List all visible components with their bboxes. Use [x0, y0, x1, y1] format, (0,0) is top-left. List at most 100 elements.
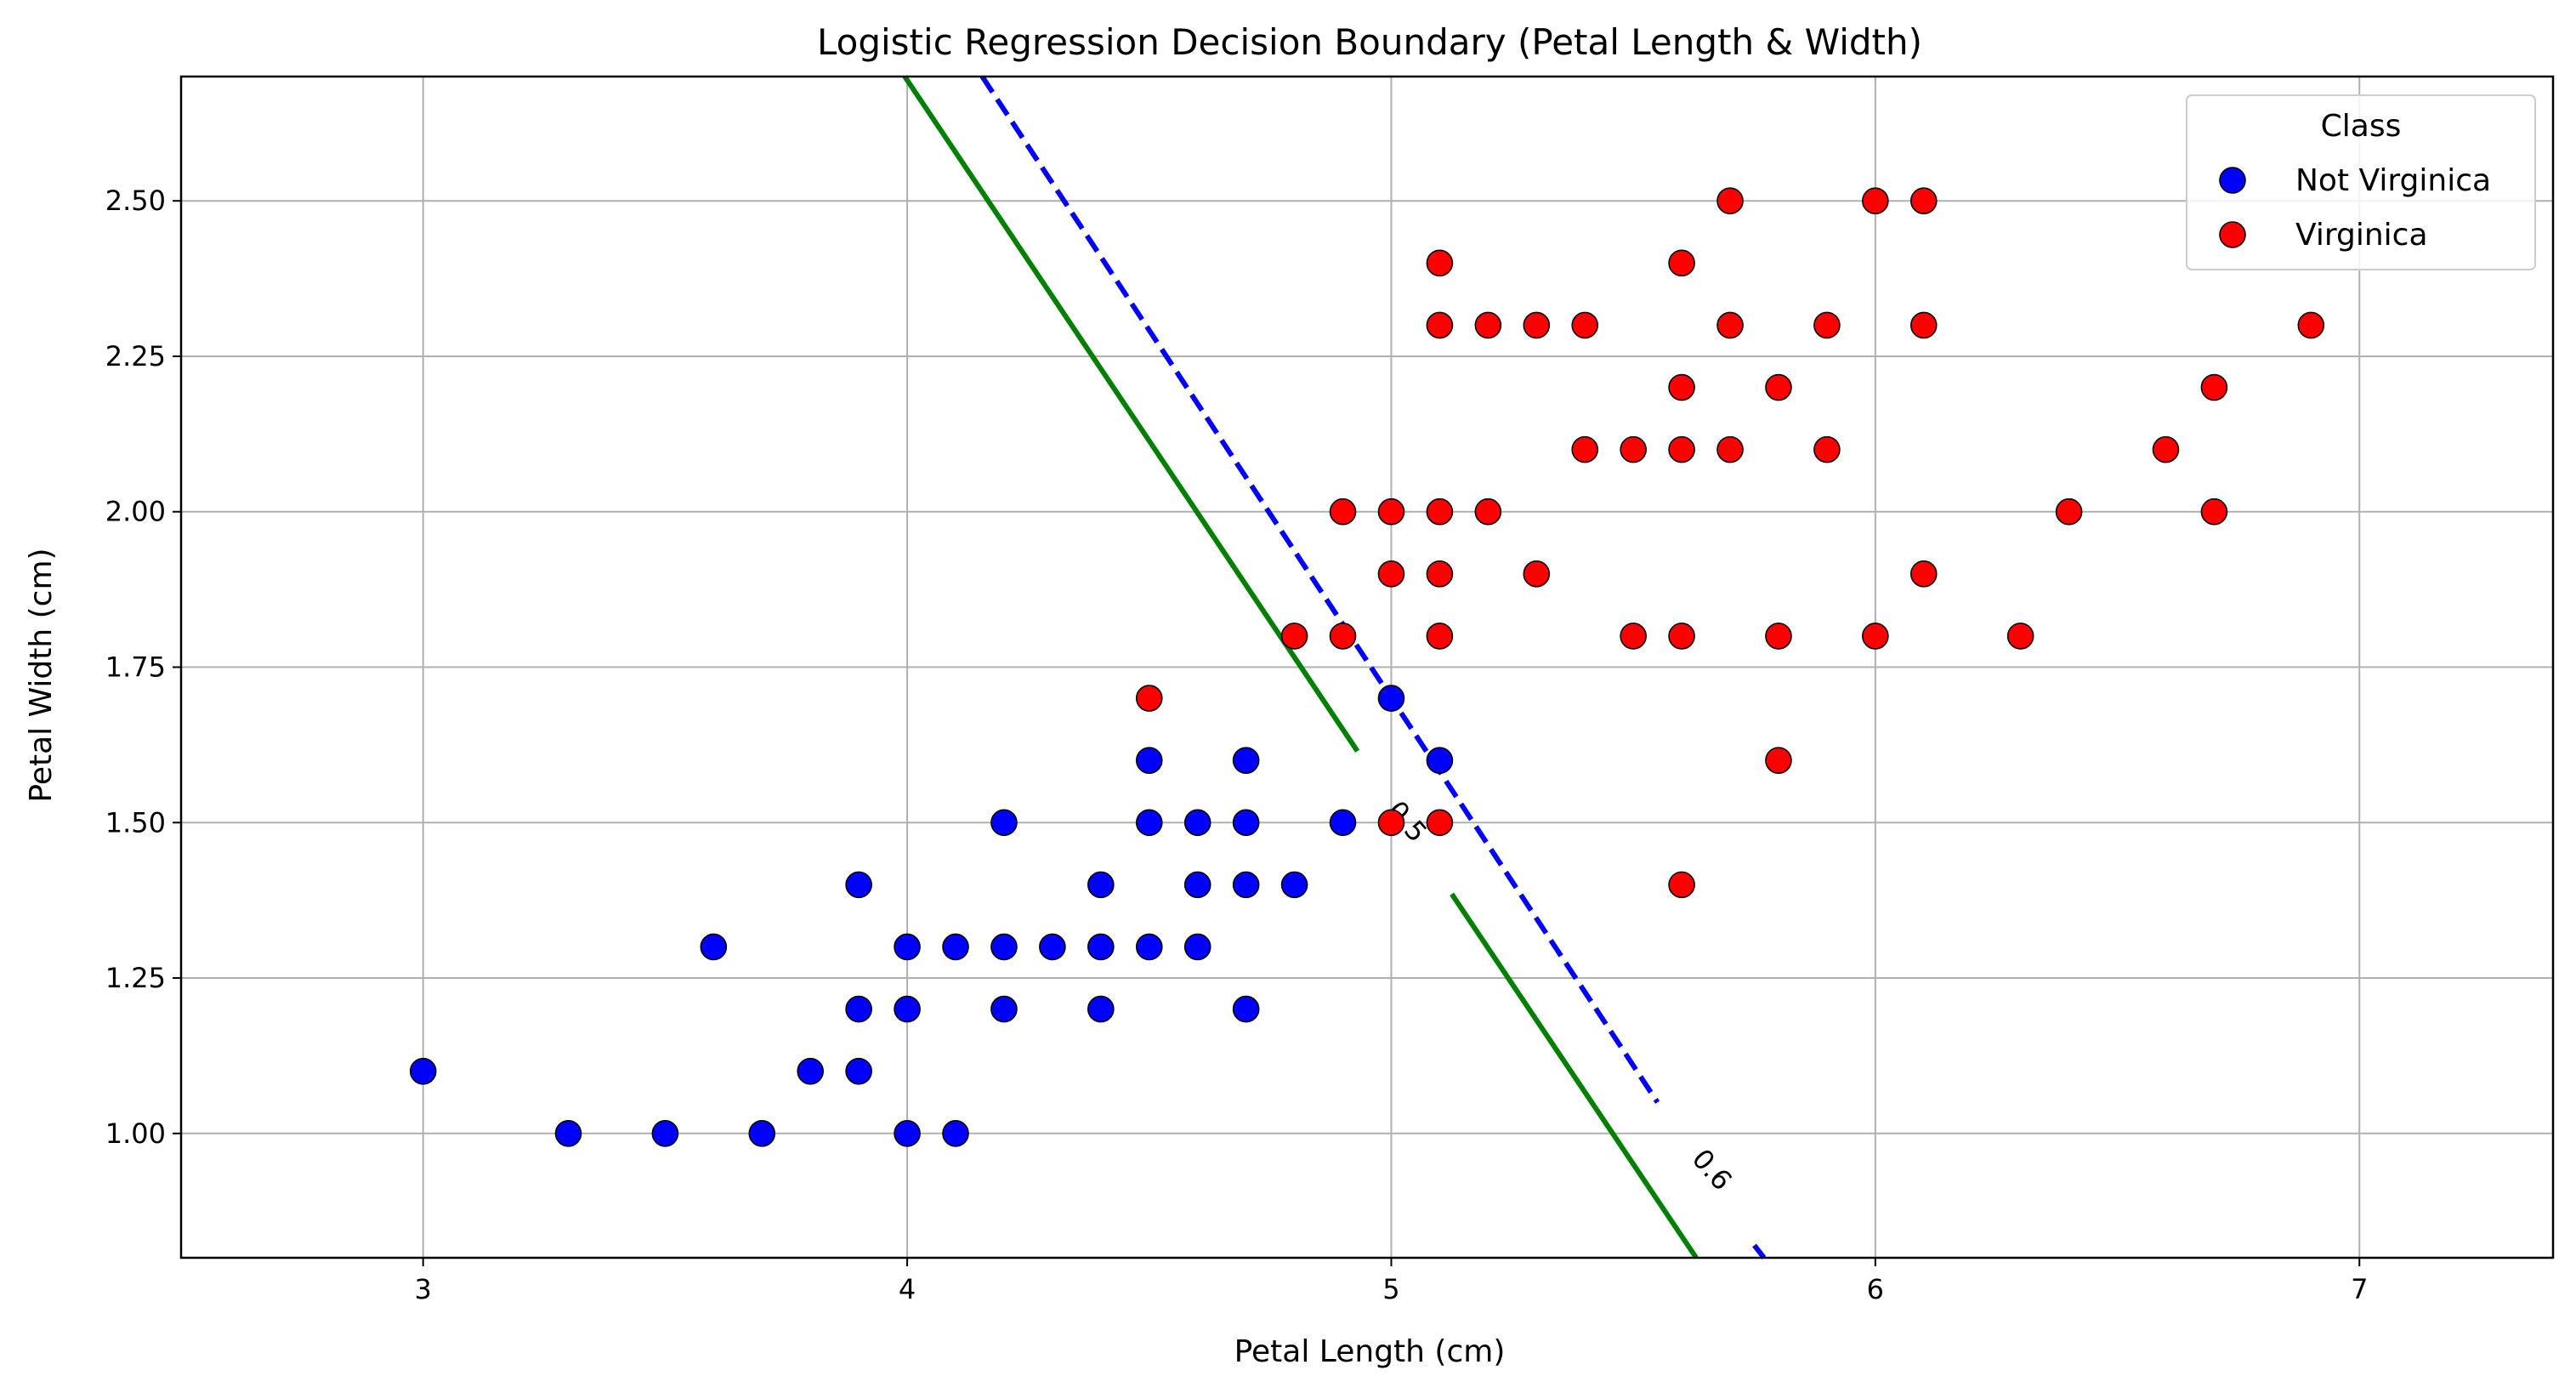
point-not-virginica: [1232, 871, 1260, 899]
point-virginica: [1765, 623, 1792, 650]
point-not-virginica: [797, 1057, 825, 1085]
y-tick-label: 2.00: [105, 496, 166, 528]
point-not-virginica: [1426, 747, 1454, 774]
point-not-virginica: [700, 933, 728, 961]
y-tick-label: 1.50: [105, 806, 166, 839]
point-virginica: [1523, 560, 1551, 588]
point-not-virginica: [1039, 933, 1066, 961]
point-virginica: [1426, 623, 1454, 650]
point-virginica: [1135, 685, 1163, 712]
legend-label-not-virginica: Not Virginica: [2295, 163, 2491, 198]
point-not-virginica: [1135, 933, 1163, 961]
point-not-virginica: [1087, 995, 1115, 1023]
point-virginica: [1329, 623, 1357, 650]
legend-box: [2186, 94, 2536, 270]
legend-label-virginica: Virginica: [2295, 218, 2428, 253]
point-virginica: [1377, 498, 1405, 526]
point-not-virginica: [748, 1119, 776, 1147]
point-not-virginica: [894, 933, 921, 961]
legend: Class Not Virginica Virginica: [2186, 94, 2536, 270]
point-virginica: [2055, 498, 2083, 526]
point-virginica: [1668, 871, 1695, 899]
contour-line-0-6: [1752, 1243, 1767, 1259]
point-virginica: [2200, 498, 2228, 526]
y-tick-label: 1.25: [105, 962, 166, 994]
point-virginica: [1571, 435, 1599, 463]
point-virginica: [1426, 560, 1454, 588]
y-tick-label: 2.25: [105, 340, 166, 372]
point-not-virginica: [990, 995, 1018, 1023]
point-virginica: [1668, 249, 1695, 277]
point-virginica: [1813, 435, 1841, 463]
y-tick-label: 1.75: [105, 651, 166, 684]
point-virginica: [1329, 498, 1357, 526]
point-virginica: [1765, 373, 1792, 401]
point-virginica: [1620, 435, 1647, 463]
point-virginica: [1620, 623, 1647, 650]
point-virginica: [1377, 560, 1405, 588]
y-tick-label: 1.00: [105, 1117, 166, 1150]
point-virginica: [2152, 435, 2180, 463]
point-virginica: [1716, 435, 1744, 463]
point-virginica: [1426, 498, 1454, 526]
data-points: [409, 187, 2325, 1147]
legend-marker-not-virginica: [2219, 167, 2246, 194]
point-not-virginica: [1183, 933, 1211, 961]
point-virginica: [1426, 809, 1454, 837]
point-virginica: [1813, 311, 1841, 339]
point-not-virginica: [1135, 809, 1163, 837]
point-not-virginica: [554, 1119, 582, 1147]
point-virginica: [1862, 187, 1889, 215]
point-not-virginica: [1087, 933, 1115, 961]
point-not-virginica: [1377, 685, 1405, 712]
point-not-virginica: [1232, 747, 1260, 774]
contour-line-0-6: [979, 75, 1660, 1104]
point-virginica: [1716, 311, 1744, 339]
point-virginica: [1426, 249, 1454, 277]
point-not-virginica: [845, 871, 872, 899]
point-virginica: [1571, 311, 1599, 339]
y-axis-label: Petal Width (cm): [24, 548, 59, 802]
contour-line-0-5: [1450, 892, 1699, 1259]
point-virginica: [1909, 311, 1938, 339]
x-axis-label: Petal Length (cm): [1234, 1334, 1506, 1369]
x-tick-label: 6: [1867, 1273, 1884, 1305]
point-not-virginica: [942, 1119, 969, 1147]
legend-title: Class: [2321, 109, 2402, 144]
point-not-virginica: [845, 995, 872, 1023]
point-virginica: [1668, 435, 1695, 463]
point-not-virginica: [1183, 809, 1211, 837]
point-not-virginica: [1087, 871, 1115, 899]
point-virginica: [1716, 187, 1744, 215]
x-tick-label: 4: [899, 1273, 916, 1305]
point-virginica: [1523, 311, 1551, 339]
point-not-virginica: [894, 995, 921, 1023]
axis-ticks: 3 4 5 6 7 1.00 1.25 1.50 1.75 2.00 2.25 2.50: [105, 185, 2369, 1305]
point-not-virginica: [1183, 871, 1211, 899]
grid: [181, 77, 2553, 1258]
x-tick-label: 3: [415, 1273, 432, 1305]
point-virginica: [1909, 187, 1938, 215]
x-tick-label: 5: [1382, 1273, 1399, 1305]
point-not-virginica: [1280, 871, 1308, 899]
point-virginica: [1426, 311, 1454, 339]
point-virginica: [1377, 809, 1405, 837]
point-virginica: [1474, 311, 1502, 339]
point-virginica: [1668, 373, 1695, 401]
point-virginica: [2006, 623, 2034, 650]
point-not-virginica: [845, 1057, 872, 1085]
point-not-virginica: [894, 1119, 921, 1147]
x-tick-label: 7: [2351, 1273, 2368, 1305]
point-not-virginica: [990, 933, 1018, 961]
plot-frame: [179, 75, 2555, 1259]
point-virginica: [1474, 498, 1502, 526]
point-not-virginica: [1232, 809, 1260, 837]
point-virginica: [2200, 373, 2228, 401]
point-virginica: [2297, 311, 2325, 339]
point-not-virginica: [1329, 809, 1357, 837]
point-not-virginica: [651, 1119, 679, 1147]
point-virginica: [1909, 560, 1938, 588]
point-virginica: [1280, 623, 1308, 650]
